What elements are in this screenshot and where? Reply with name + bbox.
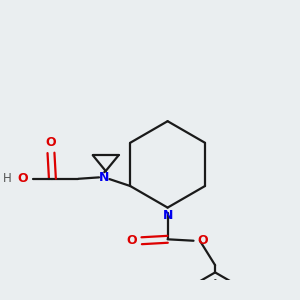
Text: O: O — [197, 234, 208, 247]
Text: N: N — [99, 171, 110, 184]
Text: H: H — [3, 172, 12, 185]
Text: N: N — [162, 209, 173, 222]
Text: O: O — [127, 234, 137, 247]
Text: O: O — [17, 172, 28, 185]
Text: O: O — [46, 136, 56, 149]
